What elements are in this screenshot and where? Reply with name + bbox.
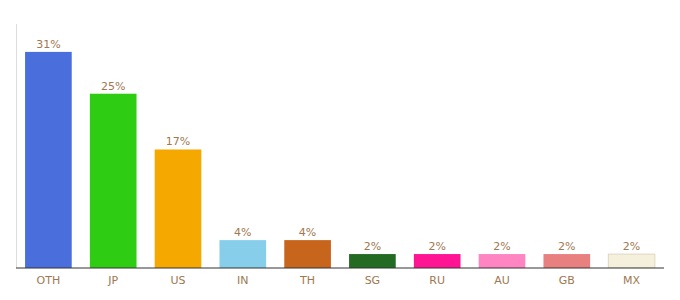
x-tick-label: GB [559,274,575,287]
bars [25,52,655,268]
bar [25,52,72,268]
data-label: 2% [364,240,381,253]
x-tick-label: IN [237,274,248,287]
data-label: 31% [36,38,60,51]
bar [608,254,655,268]
bar [155,149,202,268]
x-tick-label: AU [494,274,510,287]
bar [349,254,396,268]
chart-container: 31% 25% 17% 4% 4% 2% 2% 2% 2% 2% OTH JP US IN TH SG RU AU… [0,0,680,300]
plot-area: 31% 25% 17% 4% 4% 2% 2% 2% 2% 2% OTH JP US IN TH SG RU AU… [16,24,664,287]
data-label: 25% [101,80,125,93]
data-labels: 31% 25% 17% 4% 4% 2% 2% 2% 2% 2% [36,38,640,253]
x-tick-label: OTH [37,274,61,287]
data-label: 2% [558,240,575,253]
bar [90,94,137,268]
x-axis-line [16,267,664,268]
chart-svg: 31% 25% 17% 4% 4% 2% 2% 2% 2% 2% OTH JP US IN TH SG RU AU… [0,0,680,300]
x-tick-labels: OTH JP US IN TH SG RU AU GB MX [37,274,641,287]
x-tick-label: RU [429,274,445,287]
x-tick-label: US [170,274,185,287]
data-label: 4% [299,226,316,239]
bar [479,254,526,268]
bar [543,254,590,268]
bar [284,240,331,268]
x-tick-label: SG [365,274,381,287]
x-tick-label: TH [299,274,315,287]
page: {"chart_data": {"type": "bar", "categori… [0,0,680,300]
x-tick-label: MX [623,274,640,287]
data-label: 2% [428,240,445,253]
data-label: 4% [234,226,251,239]
y-axis-line [16,24,17,268]
data-label: 2% [623,240,640,253]
x-tick-label: JP [107,274,118,287]
bar [219,240,266,268]
bar [414,254,461,268]
data-label: 2% [493,240,510,253]
data-label: 17% [166,135,190,148]
